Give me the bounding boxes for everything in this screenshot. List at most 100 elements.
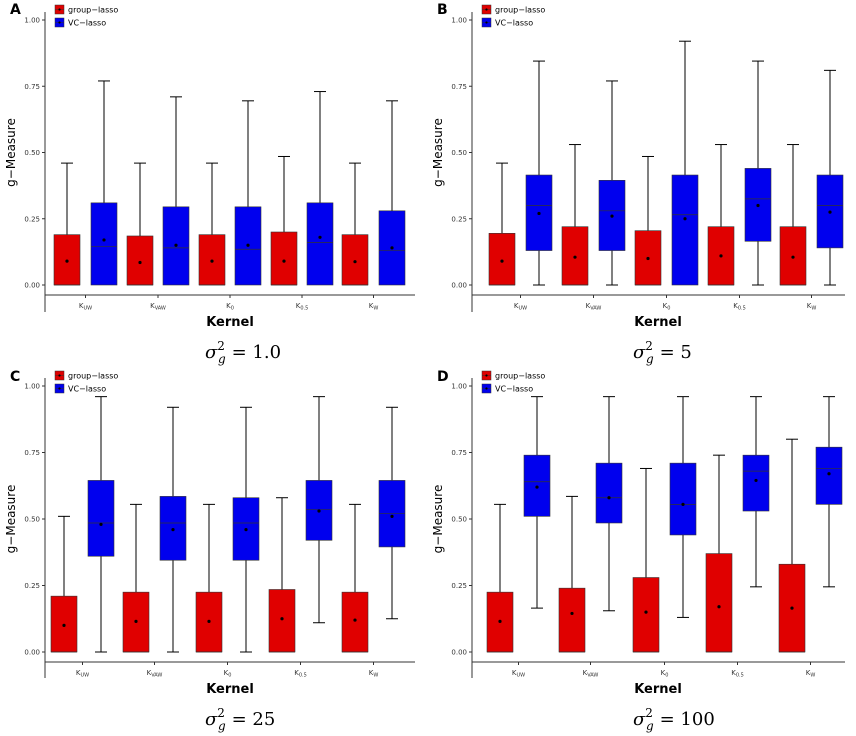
group-lasso-box: [778, 438, 806, 653]
x-axis-title: Kernel: [206, 682, 254, 697]
legend-label: VC−lasso: [495, 19, 533, 28]
x-tick-label: KVAW: [150, 302, 166, 312]
x-tick-label-sub: 0: [228, 673, 231, 679]
legend-swatch-mean: [58, 387, 61, 390]
box-rect: [126, 235, 154, 286]
caption-eq: = 25: [232, 709, 276, 730]
group-lasso-box: [705, 454, 733, 653]
legend-swatch-mean: [58, 21, 61, 24]
legend-label: VC−lasso: [68, 385, 106, 394]
vc-lasso-box: [669, 396, 697, 618]
x-tick-label-base: K: [294, 669, 299, 677]
legend: group−lasso VC−lasso: [54, 4, 118, 28]
y-tick-label: 1.00: [451, 383, 467, 391]
legend-label: group−lasso: [68, 6, 118, 15]
y-axis-title: g−Measure: [4, 118, 18, 187]
caption-sup: 2: [645, 706, 653, 720]
mean-point: [171, 528, 175, 532]
x-tick-label: K0: [663, 302, 671, 312]
y-tick-label: 0.75: [24, 449, 40, 457]
group-lasso-box: [488, 162, 516, 286]
mean-point: [207, 619, 211, 624]
x-tick-label: K0.5: [731, 669, 744, 679]
legend: group−lasso VC−lasso: [481, 4, 545, 28]
legend-label: group−lasso: [68, 372, 118, 381]
box-rect: [306, 202, 334, 286]
box-rect: [523, 454, 551, 517]
x-tick-label: K0.5: [733, 302, 746, 312]
x-tick-label-sub: UW: [518, 306, 527, 312]
y-tick-label: 0.00: [451, 649, 467, 657]
caption-sigma: σ: [633, 342, 646, 363]
x-tick-label-base: K: [296, 302, 301, 310]
x-tick-label: KVAW: [586, 302, 602, 312]
x-tick-label-base: K: [583, 669, 588, 677]
mean-point: [681, 502, 685, 506]
x-tick-label-base: K: [150, 302, 155, 310]
legend-label: VC−lasso: [68, 19, 106, 28]
x-tick-label: K0.5: [294, 669, 307, 679]
vc-lasso-box: [595, 396, 623, 612]
panel-caption: σ2 g = 100: [633, 706, 715, 733]
vc-lasso-box: [815, 396, 843, 588]
mean-point: [570, 611, 574, 616]
group-lasso-box: [195, 503, 223, 653]
x-tick-label-sub: VAW: [587, 673, 598, 679]
mean-point: [390, 514, 394, 518]
x-tick-label: K0: [661, 669, 669, 679]
caption-sigma: σ: [205, 342, 218, 363]
caption-sup: 2: [217, 706, 225, 720]
legend-label: group−lasso: [495, 372, 545, 381]
mean-point: [138, 260, 142, 265]
group-lasso-box: [558, 495, 586, 653]
caption-eq: = 100: [660, 709, 715, 730]
x-tick-label-sub: W: [810, 673, 815, 679]
group-lasso-box: [50, 515, 78, 653]
mean-point: [537, 211, 541, 216]
mean-point: [390, 246, 394, 250]
x-tick-label-sub: W: [373, 306, 378, 312]
mean-point: [790, 606, 794, 610]
panel-caption: σ2 g = 1.0: [205, 339, 281, 366]
mean-point: [99, 522, 103, 526]
legend-swatch-mean: [485, 8, 488, 11]
group-lasso-box: [486, 503, 514, 653]
x-tick-label-sub: 0.5: [736, 673, 744, 679]
box-rect: [632, 577, 660, 653]
x-tick-label-sub: 0: [665, 673, 668, 679]
box-rect: [671, 174, 699, 286]
legend-swatch-mean: [485, 387, 488, 390]
group-lasso-box: [779, 144, 807, 286]
box-rect: [268, 589, 296, 653]
y-tick-label: 0.25: [451, 582, 467, 590]
y-tick-label: 0.75: [451, 449, 467, 457]
vc-lasso-box: [598, 80, 626, 286]
x-tick-label-base: K: [369, 302, 374, 310]
legend-swatch-mean: [485, 374, 488, 377]
caption-sub: g: [646, 352, 654, 366]
vc-lasso-box: [305, 396, 333, 624]
group-lasso-box: [561, 144, 589, 286]
x-tick-label: KUW: [79, 302, 92, 312]
y-tick-label: 0.50: [451, 149, 467, 157]
x-tick-label-base: K: [807, 302, 812, 310]
group-lasso-box: [268, 497, 296, 653]
mean-point: [791, 255, 795, 259]
mean-point: [610, 214, 614, 218]
vc-lasso-box: [378, 406, 406, 620]
mean-point: [717, 605, 721, 609]
box-rect: [53, 234, 81, 286]
x-tick-label: KUW: [76, 669, 89, 679]
box-rect: [87, 480, 115, 557]
x-tick-label: KW: [369, 302, 379, 312]
panel-letter: C: [10, 369, 20, 385]
legend-swatch-mean: [58, 374, 61, 377]
panel-letter: B: [437, 2, 448, 18]
vc-lasso-box: [523, 396, 551, 609]
y-tick-label: 0.50: [451, 516, 467, 524]
mean-point: [535, 485, 539, 489]
mean-point: [500, 259, 504, 263]
vc-lasso-box: [744, 60, 772, 286]
